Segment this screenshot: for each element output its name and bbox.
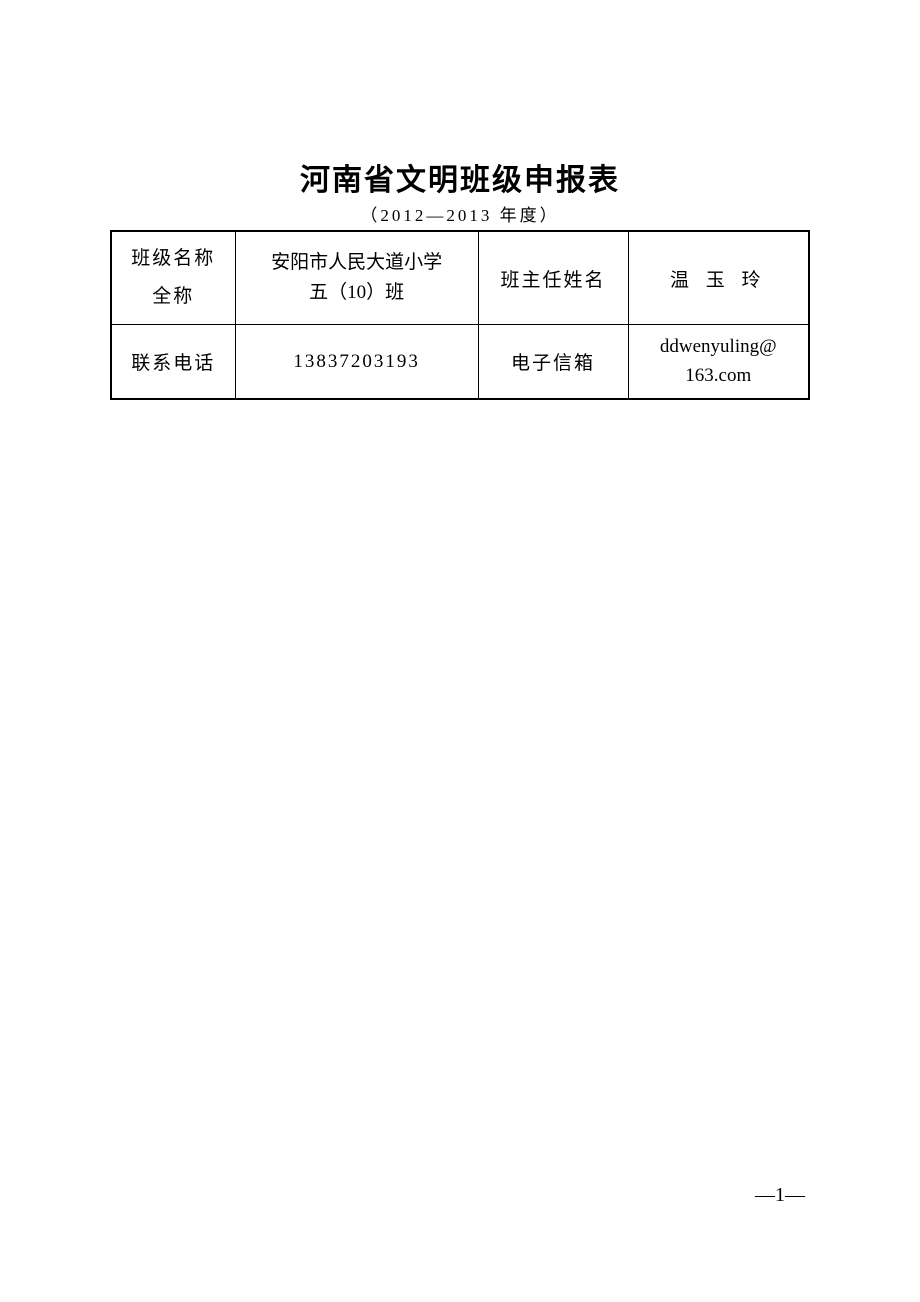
phone-value: 13837203193 (235, 325, 478, 400)
label-line: 班级名称 (116, 240, 231, 278)
application-form-table: 班级名称 全称 安阳市人民大道小学 五（10）班 班主任姓名 温 玉 玲 联系电… (110, 230, 810, 400)
value-line: ddwenyuling@ (633, 333, 804, 362)
label-line: 全称 (116, 278, 231, 316)
class-name-label: 班级名称 全称 (111, 231, 235, 325)
page-number: —1— (755, 1184, 805, 1207)
teacher-name-value: 温 玉 玲 (628, 231, 809, 325)
document-subtitle: （2012—2013 年度） (110, 201, 810, 226)
phone-label: 联系电话 (111, 325, 235, 400)
document-title: 河南省文明班级申报表 (110, 155, 810, 199)
email-label: 电子信箱 (478, 325, 628, 400)
table-row: 班级名称 全称 安阳市人民大道小学 五（10）班 班主任姓名 温 玉 玲 (111, 231, 809, 325)
email-value: ddwenyuling@ 163.com (628, 325, 809, 400)
value-line: 安阳市人民大道小学 (240, 248, 474, 278)
value-line: 163.com (633, 362, 804, 391)
teacher-name-label: 班主任姓名 (478, 231, 628, 325)
table-row: 联系电话 13837203193 电子信箱 ddwenyuling@ 163.c… (111, 325, 809, 400)
class-name-value: 安阳市人民大道小学 五（10）班 (235, 231, 478, 325)
value-line: 五（10）班 (240, 278, 474, 308)
